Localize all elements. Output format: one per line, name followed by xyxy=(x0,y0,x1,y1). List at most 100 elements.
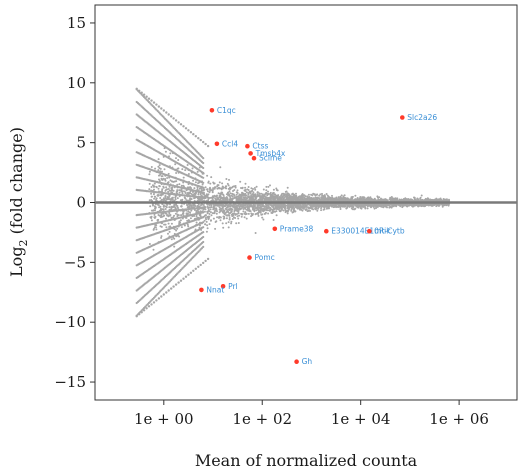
data-point xyxy=(390,199,393,201)
data-point xyxy=(261,213,264,216)
data-point xyxy=(225,185,228,188)
data-point xyxy=(185,199,188,202)
data-point xyxy=(366,196,369,199)
data-point xyxy=(376,206,379,208)
data-point xyxy=(336,198,339,201)
data-point xyxy=(262,209,265,212)
data-point xyxy=(370,205,373,208)
data-point xyxy=(320,207,323,210)
data-point xyxy=(210,176,213,179)
data-point xyxy=(227,226,230,229)
data-point xyxy=(212,181,215,184)
data-point xyxy=(230,220,233,223)
data-point xyxy=(328,197,331,200)
data-point xyxy=(158,185,161,188)
data-point xyxy=(275,203,278,206)
data-point xyxy=(258,192,261,195)
data-point xyxy=(254,188,257,191)
data-point xyxy=(240,207,243,210)
data-point xyxy=(231,208,234,211)
data-point xyxy=(370,197,373,200)
data-point xyxy=(236,215,239,218)
data-point xyxy=(162,208,165,211)
data-point xyxy=(294,206,297,208)
data-point xyxy=(223,217,226,220)
data-point xyxy=(269,191,272,194)
data-point xyxy=(237,217,240,220)
data-point xyxy=(195,215,198,218)
data-point xyxy=(206,224,209,227)
data-point xyxy=(264,212,267,215)
data-point xyxy=(190,187,193,190)
data-point xyxy=(157,187,160,190)
data-point xyxy=(241,199,244,201)
data-point xyxy=(238,207,241,210)
data-point xyxy=(157,158,160,161)
data-point xyxy=(354,194,357,197)
data-point xyxy=(204,186,207,189)
data-point xyxy=(445,203,448,206)
data-point xyxy=(189,204,192,207)
data-point xyxy=(272,219,275,221)
data-point xyxy=(156,203,159,206)
data-point xyxy=(159,194,162,196)
data-point xyxy=(339,203,342,206)
data-point xyxy=(177,214,180,217)
data-point xyxy=(229,188,232,191)
data-point xyxy=(157,214,160,216)
data-point xyxy=(414,204,417,207)
data-point xyxy=(230,186,233,189)
data-point xyxy=(273,197,276,200)
data-point xyxy=(200,203,203,206)
data-point xyxy=(414,198,417,201)
data-point xyxy=(154,167,157,170)
data-point xyxy=(235,191,238,194)
data-point xyxy=(150,219,153,222)
data-point xyxy=(265,207,268,210)
data-point xyxy=(275,214,278,217)
data-point xyxy=(150,186,153,188)
data-point xyxy=(246,207,249,210)
data-point xyxy=(175,157,177,160)
data-point xyxy=(438,199,440,202)
data-point xyxy=(323,199,326,202)
data-point xyxy=(259,205,262,208)
data-point xyxy=(252,206,255,209)
data-point xyxy=(176,189,179,192)
data-point xyxy=(367,199,369,202)
data-point xyxy=(261,216,264,219)
data-point xyxy=(259,197,262,200)
data-point xyxy=(152,209,155,212)
data-point xyxy=(207,218,210,221)
data-point xyxy=(251,189,254,192)
data-point xyxy=(253,204,256,207)
data-point xyxy=(229,198,232,201)
data-point xyxy=(247,199,250,202)
data-point xyxy=(235,193,238,196)
data-point xyxy=(249,205,252,208)
data-point xyxy=(172,189,175,192)
data-point xyxy=(172,216,175,219)
data-point xyxy=(267,212,270,215)
data-point xyxy=(222,197,225,200)
data-point xyxy=(375,207,378,209)
data-point xyxy=(155,185,158,188)
data-point xyxy=(272,204,275,207)
data-point xyxy=(275,210,278,213)
data-point xyxy=(177,159,180,161)
data-point xyxy=(170,207,173,209)
data-point xyxy=(175,191,178,193)
data-point xyxy=(222,187,224,190)
data-point xyxy=(339,197,341,200)
data-point xyxy=(196,170,199,173)
data-point xyxy=(265,205,268,208)
data-point xyxy=(413,196,416,199)
data-point xyxy=(257,203,259,206)
data-point xyxy=(314,205,317,208)
data-point xyxy=(161,175,164,178)
data-point xyxy=(199,193,202,196)
data-point xyxy=(309,205,312,208)
data-point xyxy=(317,207,319,210)
data-point xyxy=(183,224,186,227)
data-point xyxy=(242,210,245,213)
